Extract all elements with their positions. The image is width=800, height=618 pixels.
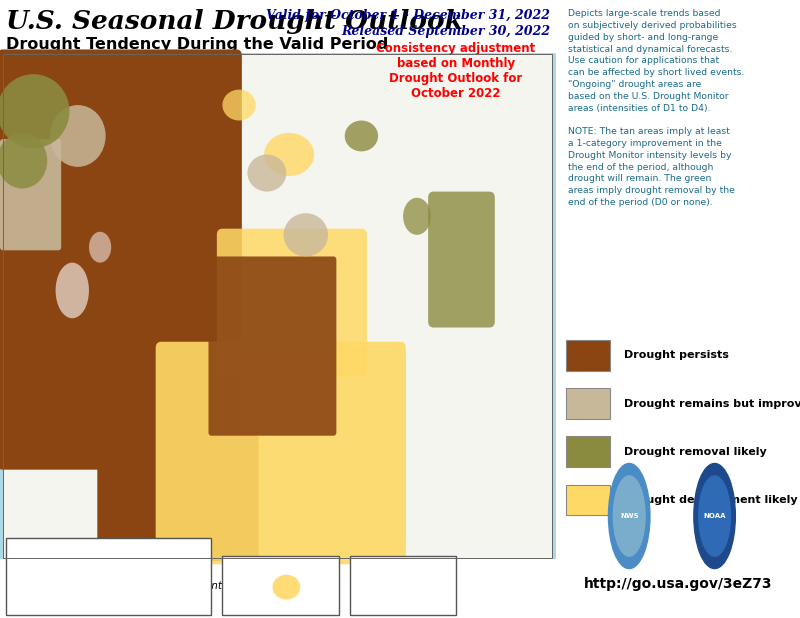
Bar <box>222 556 339 615</box>
Ellipse shape <box>283 213 328 256</box>
FancyBboxPatch shape <box>0 139 61 250</box>
Bar <box>566 340 610 371</box>
Bar <box>6 538 211 615</box>
Text: Drought Tendency During the Valid Period: Drought Tendency During the Valid Period <box>6 37 388 52</box>
Ellipse shape <box>273 575 300 599</box>
Circle shape <box>698 476 730 556</box>
Ellipse shape <box>89 232 111 263</box>
FancyBboxPatch shape <box>0 49 242 470</box>
Bar <box>350 556 456 615</box>
Ellipse shape <box>345 121 378 151</box>
Ellipse shape <box>403 198 431 235</box>
FancyBboxPatch shape <box>156 342 406 564</box>
Text: U.S. Seasonal Drought Outlook: U.S. Seasonal Drought Outlook <box>6 9 462 34</box>
Text: Drought remains but improves: Drought remains but improves <box>624 399 800 408</box>
Text: Drought persists: Drought persists <box>624 350 729 360</box>
Text: http://go.usa.gov/3eZ73: http://go.usa.gov/3eZ73 <box>584 577 772 591</box>
Ellipse shape <box>0 74 70 148</box>
Bar <box>566 436 610 467</box>
FancyBboxPatch shape <box>428 192 495 328</box>
Ellipse shape <box>264 133 314 176</box>
Text: Drought development likely: Drought development likely <box>624 495 798 505</box>
Ellipse shape <box>247 154 286 192</box>
Bar <box>2 54 552 558</box>
Bar <box>2 54 552 558</box>
Text: Consistency adjustment
based on Monthly
Drought Outlook for
October 2022: Consistency adjustment based on Monthly … <box>376 42 535 100</box>
Text: Yun Fan: Yun Fan <box>6 571 49 581</box>
FancyBboxPatch shape <box>209 256 336 436</box>
Circle shape <box>694 464 735 569</box>
Bar <box>0 53 556 559</box>
Text: Valid for October 1 - December 31, 2022: Valid for October 1 - December 31, 2022 <box>266 9 550 22</box>
Circle shape <box>614 476 645 556</box>
Text: Released September 30, 2022: Released September 30, 2022 <box>342 25 550 38</box>
Circle shape <box>609 464 650 569</box>
Text: NWS: NWS <box>620 513 638 519</box>
Text: Author:: Author: <box>6 561 53 571</box>
Text: Drought removal likely: Drought removal likely <box>624 447 767 457</box>
Ellipse shape <box>56 263 89 318</box>
Ellipse shape <box>222 90 256 121</box>
FancyBboxPatch shape <box>217 229 367 377</box>
Ellipse shape <box>0 133 47 188</box>
Bar <box>566 388 610 419</box>
Text: NOAA: NOAA <box>703 513 726 519</box>
FancyBboxPatch shape <box>98 431 258 561</box>
Bar <box>566 485 610 515</box>
Ellipse shape <box>50 105 106 167</box>
Text: Depicts large-scale trends based
on subjectively derived probabilities
guided by: Depicts large-scale trends based on subj… <box>568 9 745 207</box>
Text: NOAA/NWS/NCEP/Climate Prediction Center: NOAA/NWS/NCEP/Climate Prediction Center <box>6 581 232 591</box>
